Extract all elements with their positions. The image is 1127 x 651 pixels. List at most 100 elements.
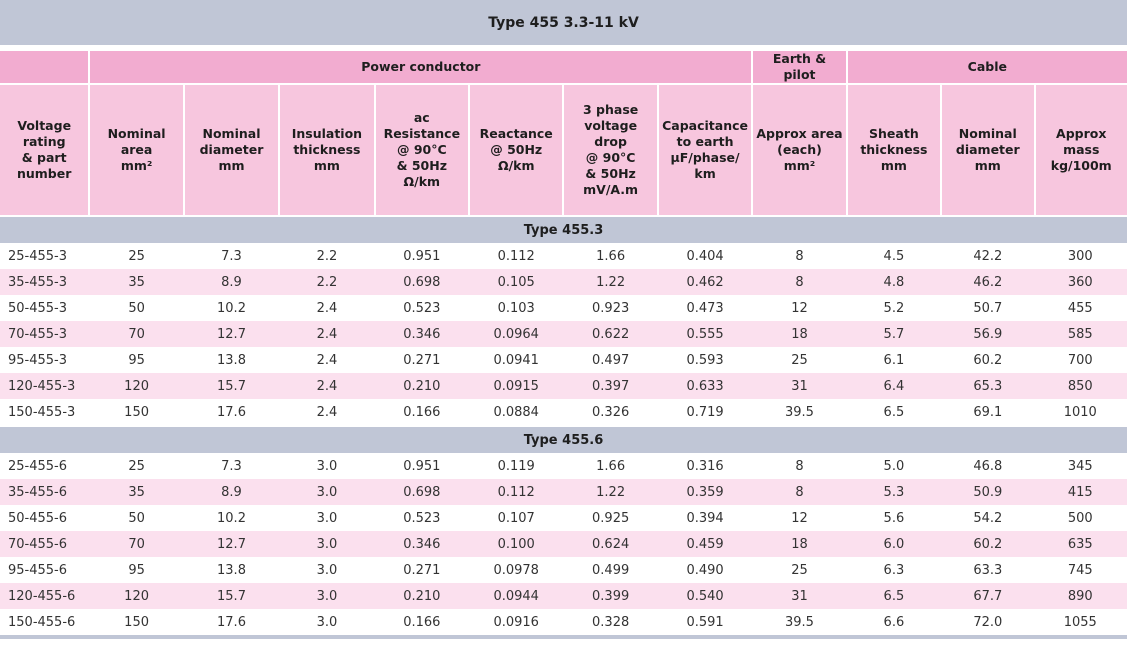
section-label: Type 455.3 bbox=[0, 215, 1127, 243]
table-cell: 2.4 bbox=[280, 295, 376, 321]
part-number-cell: 120-455-6 bbox=[0, 583, 91, 609]
column-header-line: Approx area bbox=[756, 126, 843, 141]
table-cell: 0.107 bbox=[470, 505, 565, 531]
section-label: Type 455.6 bbox=[0, 425, 1127, 453]
column-header-line: Nominal bbox=[958, 126, 1017, 141]
table-cell: 4.5 bbox=[847, 243, 943, 269]
table-cell: 18 bbox=[753, 321, 848, 347]
part-number-cell: 35-455-6 bbox=[0, 479, 91, 505]
table-cell: 8.9 bbox=[184, 269, 281, 295]
table-cell: 6.5 bbox=[847, 399, 943, 425]
table-cell: 50 bbox=[90, 505, 185, 531]
table-cell: 69.1 bbox=[942, 399, 1036, 425]
table-cell: 6.5 bbox=[847, 583, 943, 609]
table-title-text: Type 455 3.3-11 kV bbox=[488, 14, 639, 31]
column-header: Insulation thickness mm bbox=[280, 83, 376, 215]
table-cell: 1.66 bbox=[564, 243, 659, 269]
table-cell: 12 bbox=[753, 295, 848, 321]
table-cell: 12.7 bbox=[184, 531, 281, 557]
table-cell: 46.8 bbox=[942, 453, 1036, 479]
part-number-cell: 50-455-3 bbox=[0, 295, 91, 321]
table-cell: 0.698 bbox=[375, 269, 471, 295]
part-number-cell: 25-455-6 bbox=[0, 453, 91, 479]
column-header: 3 phase voltage drop @ 90°C & 50Hz mV/A.m bbox=[564, 83, 659, 215]
table-cell: 0.719 bbox=[658, 399, 754, 425]
column-header-line: mm bbox=[880, 158, 907, 173]
table-cell: 0.397 bbox=[564, 373, 659, 399]
table-cell: 50 bbox=[90, 295, 185, 321]
column-header-line: Ω/km bbox=[497, 158, 535, 173]
table-cell: 6.0 bbox=[847, 531, 943, 557]
table-cell: 10.2 bbox=[184, 295, 281, 321]
table-cell: 12.7 bbox=[184, 321, 281, 347]
column-header-line: 3 phase bbox=[583, 102, 639, 117]
table-cell: 0.394 bbox=[658, 505, 754, 531]
part-number-cell: 95-455-6 bbox=[0, 557, 91, 583]
column-header-line: Approx bbox=[1056, 126, 1107, 141]
table-cell: 745 bbox=[1035, 557, 1127, 583]
table-cell: 63.3 bbox=[942, 557, 1036, 583]
column-header-line: mm² bbox=[783, 158, 816, 173]
column-header: ac Resistance @ 90°C & 50Hz Ω/km bbox=[375, 83, 471, 215]
table-cell: 3.0 bbox=[280, 479, 376, 505]
column-header: Nominal area mm² bbox=[90, 83, 185, 215]
table-cell: 42.2 bbox=[942, 243, 1036, 269]
table-cell: 360 bbox=[1035, 269, 1127, 295]
table-row: 120-455-3 120 15.7 2.4 0.210 0.0915 0.397 0.633… bbox=[0, 373, 1127, 399]
table-cell: 1.66 bbox=[564, 453, 659, 479]
part-number-cell: 50-455-6 bbox=[0, 505, 91, 531]
column-header-line: thickness bbox=[860, 142, 928, 157]
table-cell: 0.0978 bbox=[470, 557, 565, 583]
table-cell: 345 bbox=[1035, 453, 1127, 479]
table-cell: 35 bbox=[90, 269, 185, 295]
table-cell: 39.5 bbox=[753, 399, 848, 425]
table-cell: 7.3 bbox=[184, 243, 281, 269]
table-cell: 415 bbox=[1035, 479, 1127, 505]
table-cell: 18 bbox=[753, 531, 848, 557]
table-cell: 700 bbox=[1035, 347, 1127, 373]
group-header-power-conductor: Power conductor bbox=[90, 51, 754, 83]
table-row: 50-455-3 50 10.2 2.4 0.523 0.103 0.923 0.473 12 5… bbox=[0, 295, 1127, 321]
table-cell: 0.105 bbox=[470, 269, 565, 295]
table-cell: 890 bbox=[1035, 583, 1127, 609]
column-header-line: Nominal bbox=[202, 126, 261, 141]
column-header-row: Voltage rating & part number Nominal area mm² N… bbox=[0, 83, 1127, 215]
table-cell: 0.633 bbox=[658, 373, 754, 399]
table-cell: 72.0 bbox=[942, 609, 1036, 635]
table-row: 150-455-6 150 17.6 3.0 0.166 0.0916 0.328 0.591… bbox=[0, 609, 1127, 635]
table-cell: 4.8 bbox=[847, 269, 943, 295]
table-cell: 300 bbox=[1035, 243, 1127, 269]
table-cell: 0.119 bbox=[470, 453, 565, 479]
table-cell: 13.8 bbox=[184, 557, 281, 583]
column-header-line: Nominal bbox=[107, 126, 166, 141]
table-cell: 850 bbox=[1035, 373, 1127, 399]
table-cell: 8 bbox=[753, 479, 848, 505]
table-cell: 5.6 bbox=[847, 505, 943, 531]
table-cell: 70 bbox=[90, 321, 185, 347]
table-cell: 0.951 bbox=[375, 453, 471, 479]
table-row: 120-455-6 120 15.7 3.0 0.210 0.0944 0.399 0.540… bbox=[0, 583, 1127, 609]
table-cell: 7.3 bbox=[184, 453, 281, 479]
column-header-line: Capacitance bbox=[662, 118, 748, 133]
table-cell: 3.0 bbox=[280, 531, 376, 557]
table-cell: 0.166 bbox=[375, 399, 471, 425]
part-number-cell: 120-455-3 bbox=[0, 373, 91, 399]
part-number-cell: 70-455-3 bbox=[0, 321, 91, 347]
table-row: 25-455-3 25 7.3 2.2 0.951 0.112 1.66 0.404 8 4.5 4… bbox=[0, 243, 1127, 269]
table-cell: 1010 bbox=[1035, 399, 1127, 425]
table-cell: 5.3 bbox=[847, 479, 943, 505]
table-cell: 0.555 bbox=[658, 321, 754, 347]
column-header: Approx mass kg/100m bbox=[1035, 83, 1127, 215]
column-header: Sheath thickness mm bbox=[847, 83, 943, 215]
table-cell: 0.326 bbox=[564, 399, 659, 425]
table-cell: 0.499 bbox=[564, 557, 659, 583]
part-number-cell: 150-455-6 bbox=[0, 609, 91, 635]
table-cell: 25 bbox=[753, 557, 848, 583]
table-cell: 8 bbox=[753, 269, 848, 295]
column-header-line: Resistance bbox=[383, 126, 461, 141]
table-row: 35-455-6 35 8.9 3.0 0.698 0.112 1.22 0.359 8 5.3 5… bbox=[0, 479, 1127, 505]
table-cell: 0.540 bbox=[658, 583, 754, 609]
table-cell: 3.0 bbox=[280, 609, 376, 635]
column-header-line: µF/phase/ bbox=[670, 150, 740, 165]
table-cell: 50.7 bbox=[942, 295, 1036, 321]
